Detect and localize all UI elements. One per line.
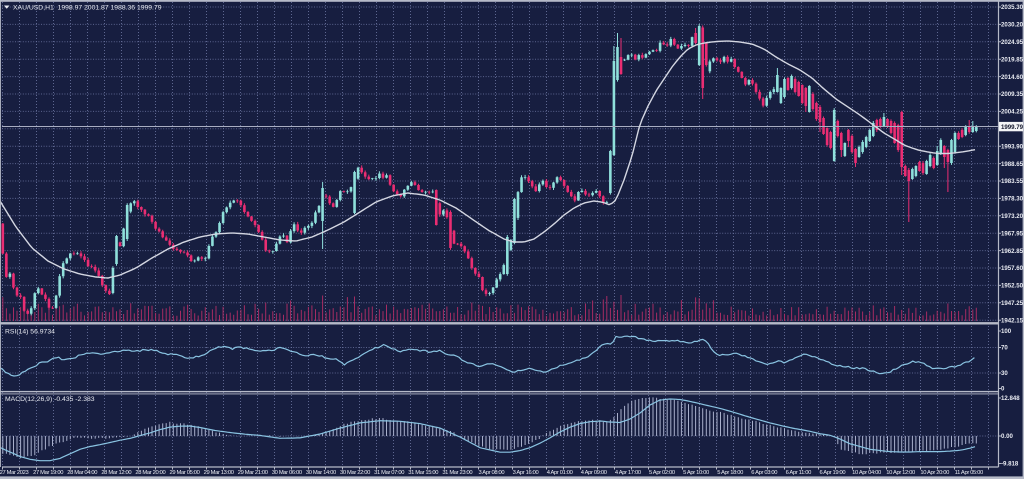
svg-text:29 Mar 13:00: 29 Mar 13:00: [204, 470, 234, 476]
svg-text:12.848: 12.848: [1001, 395, 1020, 402]
svg-text:30: 30: [1001, 370, 1008, 377]
svg-text:1993.90: 1993.90: [1001, 143, 1024, 150]
svg-text:11 Apr 05:00: 11 Apr 05:00: [955, 470, 983, 476]
svg-text:30 Mar 22:00: 30 Mar 22:00: [340, 470, 370, 476]
svg-text:28 Mar 20:00: 28 Mar 20:00: [135, 470, 165, 476]
svg-text:29 Mar 21:00: 29 Mar 21:00: [238, 470, 268, 476]
svg-text:1967.95: 1967.95: [1001, 230, 1024, 237]
svg-text:2035.30: 2035.30: [1001, 4, 1024, 11]
svg-text:10 Apr 12:00: 10 Apr 12:00: [886, 470, 915, 476]
svg-text:70: 70: [1001, 345, 1008, 352]
svg-text:4 Apr 09:00: 4 Apr 09:00: [581, 470, 607, 476]
svg-text:6 Apr 19:00: 6 Apr 19:00: [819, 470, 845, 476]
svg-text:1952.50: 1952.50: [1001, 283, 1024, 290]
svg-text:2030.20: 2030.20: [1001, 22, 1024, 29]
svg-text:3 Apr 16:00: 3 Apr 16:00: [513, 470, 539, 476]
svg-text:MACD(12,26,9) -0.435 -2.383: MACD(12,26,9) -0.435 -2.383: [5, 396, 95, 403]
svg-text:1978.30: 1978.30: [1001, 196, 1024, 203]
svg-text:1962.85: 1962.85: [1001, 248, 1024, 255]
svg-text:1973.20: 1973.20: [1001, 213, 1024, 220]
svg-text:31 Mar 15:00: 31 Mar 15:00: [408, 470, 438, 476]
svg-text:5 Apr 18:00: 5 Apr 18:00: [717, 470, 743, 476]
svg-text:29 Mar 05:00: 29 Mar 05:00: [170, 470, 200, 476]
svg-text:4 Apr 01:00: 4 Apr 01:00: [547, 470, 573, 476]
svg-text:3 Apr 08:00: 3 Apr 08:00: [478, 470, 504, 476]
svg-text:10 Apr 04:00: 10 Apr 04:00: [852, 470, 881, 476]
svg-text:1999.79: 1999.79: [1001, 124, 1024, 131]
svg-text:10 Apr 20:00: 10 Apr 20:00: [920, 470, 949, 476]
svg-text:31 Mar 07:00: 31 Mar 07:00: [374, 470, 404, 476]
svg-text:5 Apr 10:00: 5 Apr 10:00: [683, 470, 709, 476]
svg-text:2004.25: 2004.25: [1001, 109, 1024, 116]
svg-text:28 Mar 12:00: 28 Mar 12:00: [101, 470, 131, 476]
svg-text:0.00: 0.00: [1001, 433, 1013, 440]
svg-text:27 Mar 19:00: 27 Mar 19:00: [33, 470, 63, 476]
svg-text:31 Mar 23:00: 31 Mar 23:00: [442, 470, 472, 476]
svg-text:1942.15: 1942.15: [1001, 317, 1024, 324]
svg-text:2014.60: 2014.60: [1001, 74, 1024, 81]
svg-text:4 Apr 17:00: 4 Apr 17:00: [615, 470, 641, 476]
svg-text:1957.60: 1957.60: [1001, 265, 1024, 272]
svg-text:2019.85: 2019.85: [1001, 56, 1024, 63]
svg-text:6 Apr 11:00: 6 Apr 11:00: [786, 470, 811, 476]
svg-text:6 Apr 03:00: 6 Apr 03:00: [751, 470, 777, 476]
svg-text:28 Mar 04:00: 28 Mar 04:00: [67, 470, 97, 476]
svg-text:5 Apr 02:00: 5 Apr 02:00: [649, 470, 675, 476]
svg-text:2009.35: 2009.35: [1001, 91, 1024, 98]
svg-text:1983.55: 1983.55: [1001, 178, 1024, 185]
svg-text:1947.25: 1947.25: [1001, 300, 1024, 307]
svg-text:30 Mar 06:00: 30 Mar 06:00: [272, 470, 302, 476]
svg-text:2024.95: 2024.95: [1001, 39, 1024, 46]
svg-text:1988.65: 1988.65: [1001, 161, 1024, 168]
svg-text:30 Mar 14:00: 30 Mar 14:00: [306, 470, 336, 476]
svg-text:XAU/USD,H1 1998.97 2001.87 19: XAU/USD,H1 1998.97 2001.87 1988.36 1999.…: [13, 5, 162, 12]
svg-text:100: 100: [1001, 328, 1012, 335]
svg-text:RSI(14) 56.9734: RSI(14) 56.9734: [5, 329, 55, 336]
svg-text:-9.818: -9.818: [1001, 461, 1019, 468]
svg-text:0: 0: [1001, 386, 1005, 393]
svg-text:27 Mar 2023: 27 Mar 2023: [0, 470, 28, 476]
